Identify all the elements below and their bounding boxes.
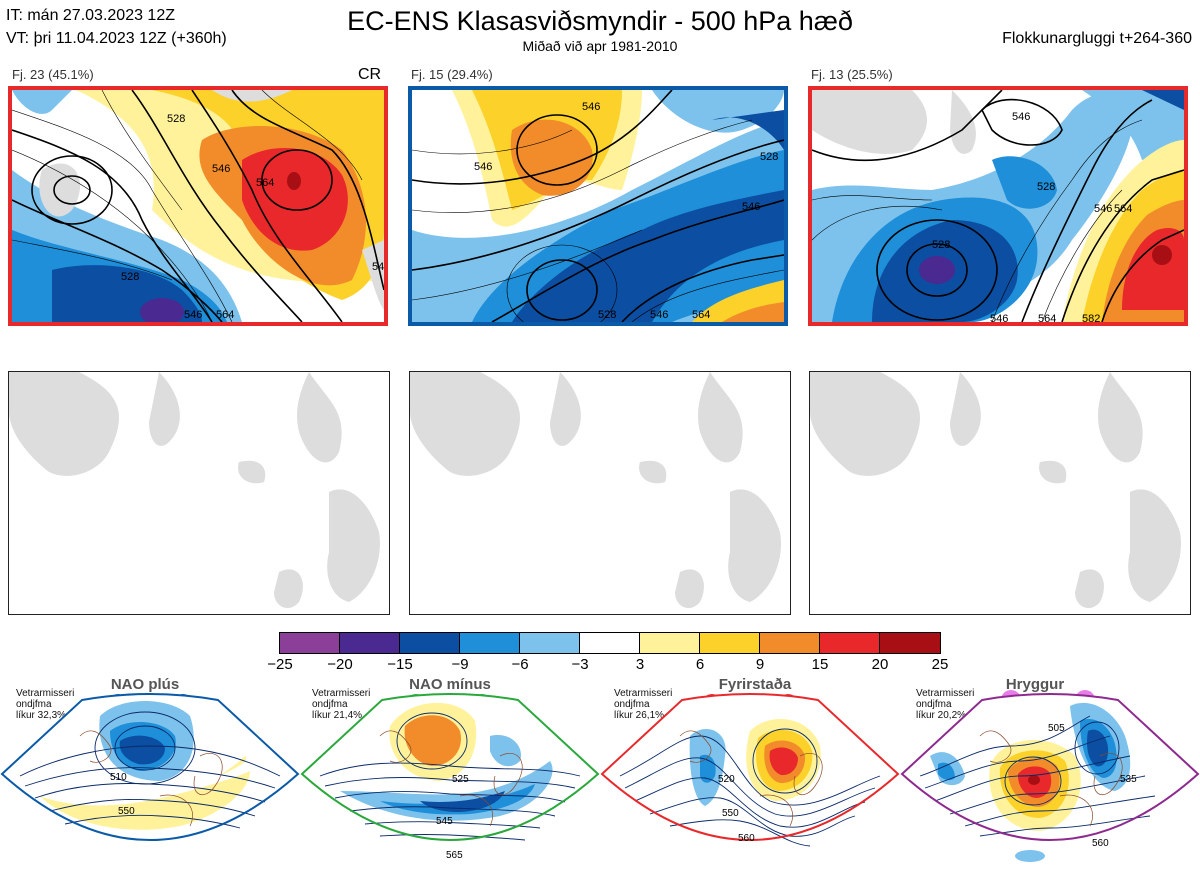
regime-title: NAO mínus xyxy=(409,676,491,693)
regime-stats: Vetrarmisseri ondjfma líkur 21,4% xyxy=(312,688,371,721)
regime-title: Fyrirstaða xyxy=(718,676,792,693)
colorbar-tick: −20 xyxy=(327,656,353,673)
cluster-2-contour-label: 546 xyxy=(650,309,668,321)
cluster-3-map: 546 528 546 564 528 546 564 582 xyxy=(808,86,1188,326)
cluster-3-contour-label: 564 xyxy=(1038,313,1056,322)
colorbar-swatch xyxy=(580,633,640,653)
regime-contour-label: 550 xyxy=(118,806,135,817)
cluster-3-contour-label: 564 xyxy=(1114,203,1132,215)
cluster-window: Flokkunargluggi t+264-360 xyxy=(1002,30,1192,47)
regime-contour-label: 505 xyxy=(1048,723,1065,734)
regime-contour-label: 560 xyxy=(1092,838,1109,849)
cluster-2-contour-label: 564 xyxy=(692,309,710,321)
header-times: IT: mán 27.03.2023 12Z VT: þri 11.04.202… xyxy=(6,4,227,50)
cluster-3-contour-label: 546 xyxy=(1012,111,1030,123)
regime-contour-label: 565 xyxy=(446,850,463,861)
regime-contour-label: 550 xyxy=(722,808,739,819)
cluster-2-contour-label: 546 xyxy=(582,101,600,113)
colorbar xyxy=(279,632,941,654)
colorbar-swatch xyxy=(400,633,460,653)
cluster-2-contour-label: 528 xyxy=(760,151,778,163)
regime-blocking: Fyrirstaða Vetrarmisseri ondjfma líkur 2… xyxy=(600,676,900,871)
colorbar-tick: 15 xyxy=(811,656,829,673)
regime-contour-label: 520 xyxy=(718,774,735,785)
cluster-1-map: 528 546 564 528 546 564 546 xyxy=(8,86,388,326)
colorbar-tick: 20 xyxy=(871,656,889,673)
regime-contour-label: 560 xyxy=(738,833,755,844)
regime-nao-minus: NAO mínus Vetrarmisseri ondjfma líkur 21… xyxy=(300,676,600,871)
regime-nao-plus: NAO plús Vetrarmisseri ondjfma líkur 32,… xyxy=(0,676,300,871)
colorbar-tick: 6 xyxy=(695,656,705,673)
colorbar-swatch xyxy=(880,633,940,653)
regime-stats: Vetrarmisseri ondjfma líkur 32,3% xyxy=(16,688,75,721)
init-time: IT: mán 27.03.2023 12Z xyxy=(6,7,175,24)
colorbar-tick: 3 xyxy=(635,656,645,673)
empty-map-2 xyxy=(409,371,791,615)
colorbar-swatch xyxy=(340,633,400,653)
colorbar-swatch xyxy=(460,633,520,653)
colorbar-swatch xyxy=(520,633,580,653)
regime-contour-label: 545 xyxy=(436,816,453,827)
colorbar-tick: −3 xyxy=(571,656,589,673)
regime-stats: Vetrarmisseri ondjfma líkur 26,1% xyxy=(614,688,673,721)
cluster-2-label: Fj. 15 (29.4%) xyxy=(411,67,493,82)
colorbar-swatch xyxy=(820,633,880,653)
cluster-1-contour-label: 564 xyxy=(216,309,234,321)
cluster-2-map: 546 546 528 546 528 546 564 xyxy=(408,86,788,326)
regime-title: Hryggur xyxy=(1005,676,1065,693)
cluster-3-contour-label: 546 xyxy=(1094,203,1112,215)
cluster-2-contour-label: 546 xyxy=(742,201,760,213)
colorbar-swatch xyxy=(640,633,700,653)
cluster-1-label: Fj. 23 (45.1%) xyxy=(12,67,94,82)
cluster-2-contour-label: 528 xyxy=(598,309,616,321)
colorbar-tick: −25 xyxy=(267,656,293,673)
colorbar-tick: 9 xyxy=(755,656,765,673)
colorbar-tick: −9 xyxy=(451,656,469,673)
cluster-1-contour-label: 528 xyxy=(121,271,139,283)
cluster-1-contour-label: 546 xyxy=(184,309,202,321)
cluster-1-contour-label: 528 xyxy=(167,113,185,125)
cluster-1-contour-label: 564 xyxy=(256,177,274,189)
regime-contour-label: 525 xyxy=(452,774,469,785)
regime-title: NAO plús xyxy=(110,676,180,693)
colorbar-tick: −6 xyxy=(511,656,529,673)
cluster-3-contour-label: 528 xyxy=(1037,181,1055,193)
regime-ridge: Hryggur Vetrarmisseri ondjfma líkur 20,2… xyxy=(900,676,1200,871)
regime-contour-label: 535 xyxy=(1120,774,1137,785)
cluster-1-contour-label: 546 xyxy=(212,163,230,175)
colorbar-swatch xyxy=(700,633,760,653)
empty-map-1 xyxy=(8,371,390,615)
regime-stats: Vetrarmisseri ondjfma líkur 20,2% xyxy=(916,688,975,721)
cluster-3-label: Fj. 13 (25.5%) xyxy=(811,67,893,82)
cluster-1-tag: CR xyxy=(358,66,382,83)
colorbar-swatch xyxy=(760,633,820,653)
colorbar-tick: −15 xyxy=(387,656,413,673)
valid-time: VT: þri 11.04.2023 12Z (+360h) xyxy=(6,30,227,47)
cluster-2-contour-label: 546 xyxy=(474,161,492,173)
page-subtitle: Miðað við apr 1981-2010 xyxy=(522,38,678,54)
colorbar-swatch xyxy=(280,633,340,653)
cluster-3-contour-label: 546 xyxy=(990,313,1008,322)
page-title: EC-ENS Klasasviðsmyndir - 500 hPa hæð xyxy=(347,6,853,36)
cluster-3-contour-label: 528 xyxy=(932,239,950,251)
regime-contour-label: 510 xyxy=(110,772,127,783)
cluster-1-contour-label: 546 xyxy=(372,261,384,273)
colorbar-tick: 25 xyxy=(931,656,949,673)
empty-map-3 xyxy=(809,371,1191,615)
cluster-3-contour-label: 582 xyxy=(1082,313,1100,322)
